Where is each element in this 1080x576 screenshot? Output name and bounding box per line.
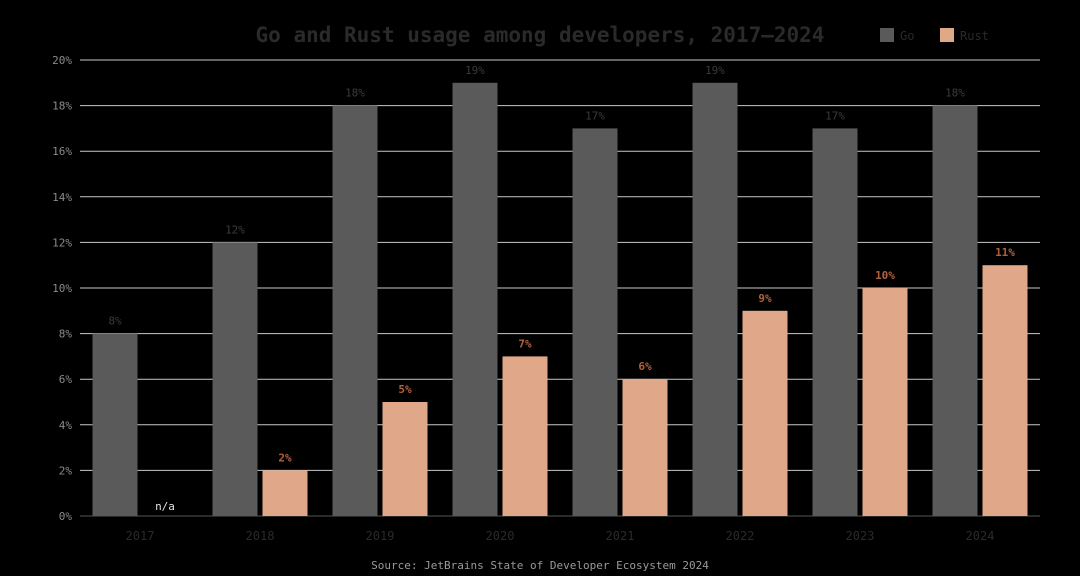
legend-label-rust: Rust (960, 29, 989, 43)
legend-label-go: Go (900, 29, 914, 43)
y-tick-label: 16% (52, 145, 72, 158)
bar-go-2024 (932, 105, 978, 516)
x-tick-label: 2024 (966, 529, 995, 543)
source-note: Source: JetBrains State of Developer Eco… (371, 559, 709, 572)
data-label: 19% (705, 64, 725, 77)
x-tick-label: 2020 (486, 529, 515, 543)
data-label: 7% (518, 337, 532, 350)
data-label: 12% (225, 223, 245, 236)
x-tick-label: 2022 (726, 529, 755, 543)
chart-title: Go and Rust usage among developers, 2017… (256, 23, 825, 47)
missing-value-label: n/a (155, 500, 175, 513)
y-tick-label: 2% (59, 464, 73, 477)
bar-rust-2018 (262, 470, 308, 516)
bar-go-2017 (92, 333, 138, 516)
data-label: 5% (398, 383, 412, 396)
data-label: 6% (638, 360, 652, 373)
data-labels: 8% n/a 12% 2% 18% 5% 19% 7% 17% 6% 19% 9% 17% 10% 18% 1… (108, 64, 1015, 513)
bar-rust-2022 (742, 310, 788, 516)
data-label: 18% (345, 87, 365, 100)
data-label: 17% (585, 109, 605, 122)
data-label: 19% (465, 64, 485, 77)
bar-go-2022 (692, 82, 738, 517)
x-tick-label: 2023 (846, 529, 875, 543)
legend-swatch-rust (940, 28, 954, 42)
y-tick-label: 20% (52, 54, 72, 67)
bar-go-2020 (452, 82, 498, 517)
y-tick-label: 4% (59, 419, 73, 432)
bars (92, 82, 1028, 517)
data-label: 17% (825, 109, 845, 122)
data-label: 18% (945, 87, 965, 100)
data-label: 2% (278, 451, 292, 464)
bar-rust-2021 (622, 379, 668, 516)
y-axis-ticks: 0% 2% 4% 6% 8% 10% 12% 14% 16% 18% 20% (52, 54, 72, 523)
bar-go-2021 (572, 128, 618, 516)
bar-rust-2023 (862, 288, 908, 516)
y-tick-label: 6% (59, 373, 73, 386)
legend-swatch-go (880, 28, 894, 42)
data-label: 8% (108, 315, 122, 328)
x-tick-label: 2017 (126, 529, 155, 543)
x-axis-ticks: 2017 2018 2019 2020 2021 2022 2023 2024 (126, 529, 995, 543)
bar-go-2023 (812, 128, 858, 516)
y-tick-label: 8% (59, 328, 73, 341)
y-tick-label: 14% (52, 191, 72, 204)
x-tick-label: 2019 (366, 529, 395, 543)
y-tick-label: 18% (52, 100, 72, 113)
bar-rust-2019 (382, 402, 428, 516)
data-label: 9% (758, 292, 772, 305)
bar-rust-2024 (982, 265, 1028, 516)
bar-go-2019 (332, 105, 378, 516)
x-tick-label: 2018 (246, 529, 275, 543)
x-tick-label: 2021 (606, 529, 635, 543)
data-label: 10% (875, 269, 895, 282)
y-tick-label: 10% (52, 282, 72, 295)
y-tick-label: 0% (59, 510, 73, 523)
bar-go-2018 (212, 242, 258, 516)
y-tick-label: 12% (52, 236, 72, 249)
legend: Go Rust (880, 28, 989, 43)
bar-rust-2020 (502, 356, 548, 516)
data-label: 11% (995, 246, 1015, 259)
